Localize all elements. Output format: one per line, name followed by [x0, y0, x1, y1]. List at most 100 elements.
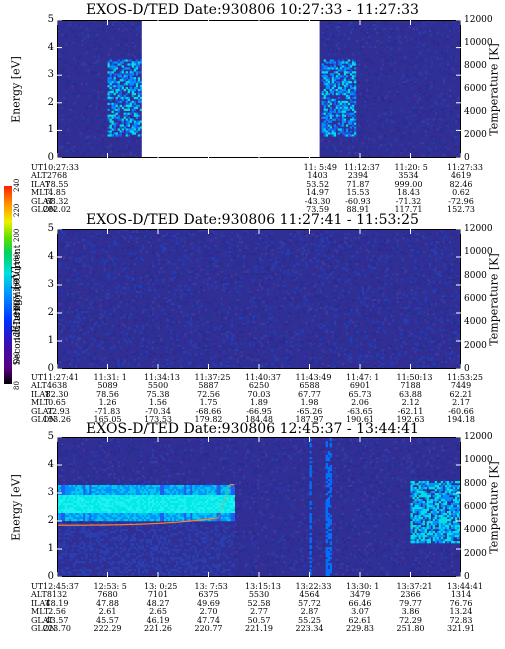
spectrogram-cell: [109, 98, 112, 102]
spectrogram-cell: [188, 357, 191, 360]
spectrogram-cell: [380, 33, 383, 37]
spectrogram-cell: [65, 100, 68, 104]
spectrogram-cell: [75, 120, 78, 123]
spectrogram-cell: [261, 233, 264, 236]
spectrogram-cell: [444, 85, 448, 88]
spectrogram-cell: [244, 271, 248, 274]
spectrogram-cell: [63, 79, 66, 82]
spectrogram-cell: [303, 325, 306, 328]
spectrogram-cell: [101, 138, 104, 141]
spectrogram-cell: [113, 237, 116, 240]
spectrogram-cell: [188, 271, 191, 274]
spectrogram-cell: [111, 347, 114, 350]
spectrogram-cell: [155, 271, 159, 274]
spectrogram-cell: [99, 100, 102, 104]
spectrogram-cell: [301, 251, 304, 254]
spectrogram-cell: [454, 136, 458, 139]
spectrogram-cell: [89, 331, 92, 334]
spectrogram-cell: [230, 337, 234, 340]
spectrogram-cell: [256, 289, 260, 292]
spectrogram-cell: [368, 265, 371, 268]
spectrogram-cell: [101, 110, 104, 113]
spectrogram-cell: [214, 365, 217, 368]
spectrogram-cell: [307, 323, 310, 326]
spectrogram-cell: [374, 45, 377, 48]
spectrogram-cell: [380, 136, 383, 139]
spectrogram-cell: [406, 39, 409, 42]
spectrogram-cell: [127, 89, 131, 92]
spectrogram-cell: [123, 116, 126, 119]
spectrogram-cell: [77, 243, 80, 246]
spectrogram-cell: [186, 315, 189, 318]
spectrogram-cell: [77, 71, 80, 74]
spectrogram-cell: [418, 85, 421, 88]
spectrogram-cell: [200, 305, 203, 308]
spectrogram-cell: [256, 323, 260, 326]
spectrogram-cell: [347, 357, 351, 360]
spectrogram-cell: [198, 365, 201, 368]
spectrogram-cell: [77, 313, 80, 316]
spectrogram-cell: [271, 261, 274, 264]
spectrogram-cell: [386, 118, 389, 121]
spectrogram-cell: [210, 249, 213, 252]
spectrogram-cell: [75, 116, 78, 119]
spectrogram-cell: [329, 73, 333, 76]
spectrogram-cell: [335, 126, 339, 129]
spectrogram-cell: [378, 96, 381, 100]
spectrogram-cell: [325, 75, 328, 78]
spectrogram-cell: [63, 61, 66, 64]
spectrogram-cell: [438, 69, 442, 72]
spectrogram-cell: [188, 289, 191, 292]
spectrogram-cell: [261, 301, 264, 304]
spectrogram-cell: [444, 20, 448, 23]
spectrogram-cell: [101, 285, 104, 288]
spectrogram-cell: [119, 63, 122, 66]
spectrogram-cell: [299, 351, 302, 354]
spectrogram-cell: [73, 277, 76, 280]
spectrogram-cell: [347, 241, 351, 244]
spectrogram-cell: [271, 363, 274, 366]
spectrogram-cell: [370, 122, 373, 125]
spectrogram-cell: [325, 87, 328, 90]
spectrogram-cell: [339, 311, 343, 314]
spectrogram-cell: [220, 365, 223, 368]
spectrogram-cell: [283, 243, 286, 246]
spectrogram-cell: [83, 90, 86, 94]
spectrogram-cell: [99, 321, 102, 324]
spectrogram-cell: [297, 349, 300, 352]
spectrogram-cell: [97, 146, 100, 149]
spectrogram-cell: [194, 341, 197, 344]
spectrogram-cell: [83, 100, 86, 104]
spectrogram-cell: [73, 31, 76, 35]
spectrogram-cell: [196, 259, 199, 262]
spectrogram-cell: [267, 285, 270, 288]
spectrogram-cell: [85, 114, 88, 117]
spectrogram-cell: [155, 317, 159, 320]
spectrogram-cell: [83, 37, 86, 41]
spectrogram-cell: [131, 53, 135, 56]
spectrogram-cell: [325, 65, 328, 68]
spectrogram-cell: [178, 273, 181, 276]
spectrogram-cell: [137, 114, 141, 117]
spectrogram-cell: [123, 104, 126, 108]
spectrogram-cell: [333, 309, 337, 312]
spectrogram-cell: [224, 279, 227, 282]
spectrogram-cell: [91, 361, 94, 364]
spectrogram-cell: [364, 148, 367, 151]
spectrogram-cell: [97, 79, 100, 82]
spectrogram-cell: [127, 307, 131, 310]
spectrogram-cell: [117, 273, 120, 276]
spectrogram-cell: [305, 265, 308, 268]
spectrogram-cell: [218, 323, 221, 326]
spectrogram-cell: [291, 353, 294, 356]
spectrogram-cell: [121, 329, 124, 332]
spectrogram-cell: [277, 261, 280, 264]
spectrogram-cell: [101, 299, 104, 302]
spectrogram-cell: [75, 263, 78, 266]
spectrogram-cell: [242, 269, 246, 272]
spectrogram-cell: [331, 130, 335, 133]
spectrogram-cell: [347, 317, 351, 320]
spectrogram-cell: [151, 245, 155, 248]
spectrogram-cell: [259, 297, 262, 300]
spectrogram-cell: [97, 327, 100, 330]
